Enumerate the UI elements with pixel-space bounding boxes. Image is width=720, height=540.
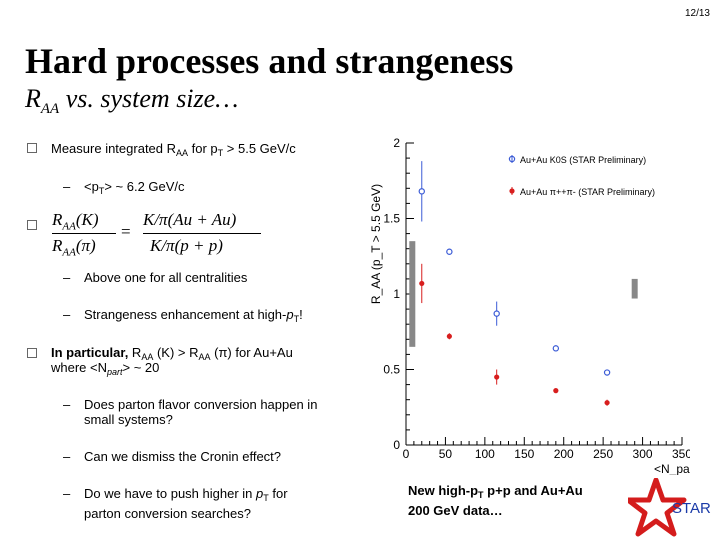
bullet-in-particular: In particular, RAA (K) > RAA (π) for Au+… <box>51 345 293 362</box>
bullet-box-icon <box>27 220 37 230</box>
data-point-kaon <box>552 345 560 352</box>
x-axis-label: <N_part> <box>654 462 690 475</box>
star-logo-icon <box>628 478 687 537</box>
x-tick-label: 250 <box>593 447 613 461</box>
data-point-pion <box>604 400 610 406</box>
x-tick-label: 100 <box>475 447 495 461</box>
data-point-kaon <box>418 188 425 195</box>
equation-equals: = <box>121 222 131 241</box>
x-tick-label: 350 <box>672 447 690 461</box>
star-logo-text: STAR <box>672 500 711 517</box>
data-point-kaon <box>446 248 453 255</box>
slide-title: Hard processes and strangeness <box>25 41 514 81</box>
legend-label: Au+Au K0S (STAR Preliminary) <box>520 155 646 165</box>
legend-label: Au+Au π++π- (STAR Preliminary) <box>520 187 655 197</box>
x-tick-label: 50 <box>439 447 453 461</box>
bullet-npart-line: where <Npart> ~ 20 <box>51 360 160 377</box>
fraction-bar <box>52 233 116 234</box>
bullet-measure: Measure integrated RAA for pT > 5.5 GeV/… <box>51 141 296 158</box>
x-tick-label: 300 <box>633 447 653 461</box>
dash-icon: – <box>63 449 71 464</box>
equation-lhs-num: RAA(K) <box>52 210 99 233</box>
page-number: 12/13 <box>684 8 710 19</box>
dash-icon: – <box>63 307 71 322</box>
raa-scatter-chart: 0 50 100 150 200 250 300 350 0 0.5 1 1.5 2 R_AA (p_T … <box>369 136 690 475</box>
y-tick-label: 0 <box>393 438 400 452</box>
dash-icon: – <box>63 270 71 285</box>
y-axis-label: R_AA (p_T > 5.5 GeV) <box>369 184 383 304</box>
y-tick-label: 2 <box>393 136 400 150</box>
slide-subtitle: RAA vs. system size… <box>25 84 239 118</box>
dash-icon: – <box>63 179 71 194</box>
y-tick-label: 0.5 <box>383 363 400 377</box>
sub-bullet-above-one: Above one for all centralities <box>84 270 248 285</box>
y-tick-label: 1.5 <box>383 212 400 226</box>
star-logo: STAR <box>628 478 711 537</box>
systematic-error-band <box>409 241 416 347</box>
sub-bullet-strangeness: Strangeness enhancement at high-pT! <box>84 307 303 324</box>
dash-icon: – <box>63 486 71 501</box>
equation-lhs-den: RAA(π) <box>52 236 96 259</box>
new-data-note: New high-pT p+p and Au+Au 200 GeV data… <box>408 483 583 518</box>
sub-bullet-mean-pt: <pT> ~ 6.2 GeV/c <box>84 179 185 196</box>
data-point-pion <box>494 374 500 380</box>
y-tick-label: 1 <box>393 287 400 301</box>
fraction-bar <box>143 233 261 234</box>
systematic-error-band <box>631 278 638 299</box>
equation-rhs-num: K/π(Au + Au) <box>143 210 237 229</box>
question-flavor-conversion: Does parton flavor conversion happen in s… <box>84 397 318 427</box>
data-point-kaon <box>493 310 500 317</box>
data-point-pion <box>419 280 425 287</box>
bullet-box-icon <box>27 143 37 153</box>
bullet-box-icon <box>27 348 37 358</box>
data-point-pion <box>446 333 452 339</box>
x-tick-label: 150 <box>514 447 534 461</box>
equation-rhs-den: K/π(p + p) <box>150 236 223 255</box>
question-cronin: Can we dismiss the Cronin effect? <box>84 449 282 464</box>
data-point-kaon <box>603 369 611 376</box>
x-tick-label: 0 <box>403 447 410 461</box>
question-push-higher: Do we have to push higher in pT for parto… <box>84 486 288 521</box>
x-tick-label: 200 <box>554 447 574 461</box>
dash-icon: – <box>63 397 71 412</box>
data-point-pion <box>553 388 559 394</box>
